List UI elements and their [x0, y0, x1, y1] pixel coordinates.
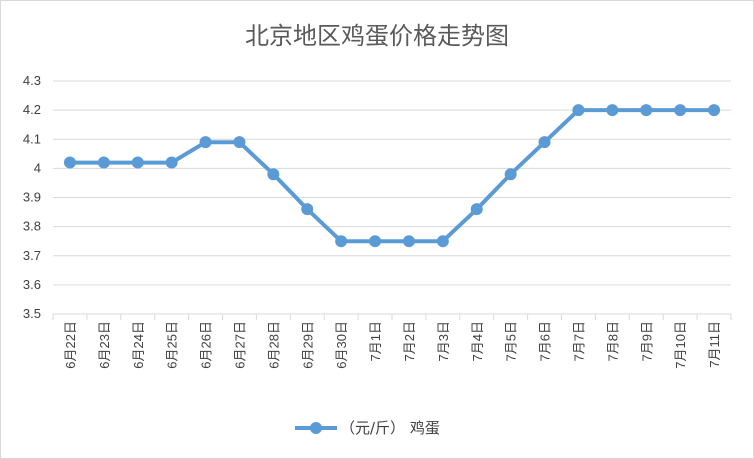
data-point — [131, 156, 144, 169]
legend-dot-marker — [310, 422, 322, 434]
x-tick-label: 7月6日 — [538, 321, 553, 361]
x-tick-label: 6月27日 — [232, 321, 247, 369]
gridlines — [53, 80, 731, 315]
data-point — [606, 104, 619, 117]
x-tick-label: 7月7日 — [571, 321, 586, 361]
data-point — [63, 156, 76, 169]
x-tick-label: 7月2日 — [402, 321, 417, 361]
data-point — [335, 235, 348, 248]
x-axis — [52, 314, 732, 320]
data-point — [267, 168, 280, 181]
data-point — [199, 136, 212, 149]
data-point — [538, 136, 551, 149]
x-tick-label: 7月4日 — [470, 321, 485, 361]
x-tick-label: 6月23日 — [97, 321, 112, 369]
data-point — [674, 104, 687, 117]
data-point — [301, 203, 314, 216]
y-tick-label: 3.8 — [23, 219, 41, 234]
data-point — [402, 235, 415, 248]
y-tick-label: 4 — [34, 160, 41, 175]
x-tick-label: 6月25日 — [165, 321, 180, 369]
data-point — [470, 203, 483, 216]
data-point — [640, 104, 653, 117]
y-tick-label: 4.1 — [23, 131, 41, 146]
data-point — [369, 235, 382, 248]
data-point — [97, 156, 110, 169]
chart-title: 北京地区鸡蛋价格走势图 — [245, 22, 509, 50]
x-tick-label: 7月8日 — [605, 321, 620, 361]
data-point — [436, 235, 449, 248]
data-point — [233, 136, 246, 149]
x-axis-tick-labels: 6月22日 6月23日 6月24日 6月25日 6月26日 6月27日 6月28日 6月29日… — [63, 321, 722, 369]
x-tick-label: 6月24日 — [131, 321, 146, 369]
data-point — [504, 168, 517, 181]
y-axis-tick-labels: 3.5 3.6 3.7 3.8 3.9 4 4.1 4.2 4.3 — [23, 73, 41, 321]
y-tick-label: 3.7 — [23, 248, 41, 263]
y-tick-label: 3.9 — [23, 190, 41, 205]
x-tick-label: 7月11日 — [707, 321, 722, 368]
data-point — [572, 104, 585, 117]
x-tick-label: 6月28日 — [266, 321, 281, 369]
y-tick-label: 4.3 — [23, 73, 41, 88]
x-tick-label: 7月5日 — [504, 321, 519, 361]
series-egg-price — [63, 104, 721, 248]
x-tick-label: 7月3日 — [436, 321, 451, 361]
x-tick-label: 6月22日 — [63, 321, 78, 369]
legend: （元/斤） 鸡蛋 — [295, 419, 440, 437]
x-tick-label: 6月26日 — [199, 321, 214, 369]
x-tick-label: 7月10日 — [673, 321, 688, 369]
x-tick-label: 7月9日 — [639, 321, 654, 361]
series-line — [70, 108, 714, 244]
data-point — [165, 156, 178, 169]
x-tick-label: 6月30日 — [334, 321, 349, 369]
y-tick-label: 3.5 — [23, 306, 41, 321]
y-tick-label: 4.2 — [23, 102, 41, 117]
x-tick-label: 6月29日 — [300, 321, 315, 369]
x-tick-label: 7月1日 — [368, 321, 383, 361]
legend-label: （元/斤） 鸡蛋 — [340, 419, 440, 437]
y-tick-label: 3.6 — [23, 277, 41, 292]
data-point — [708, 104, 721, 117]
